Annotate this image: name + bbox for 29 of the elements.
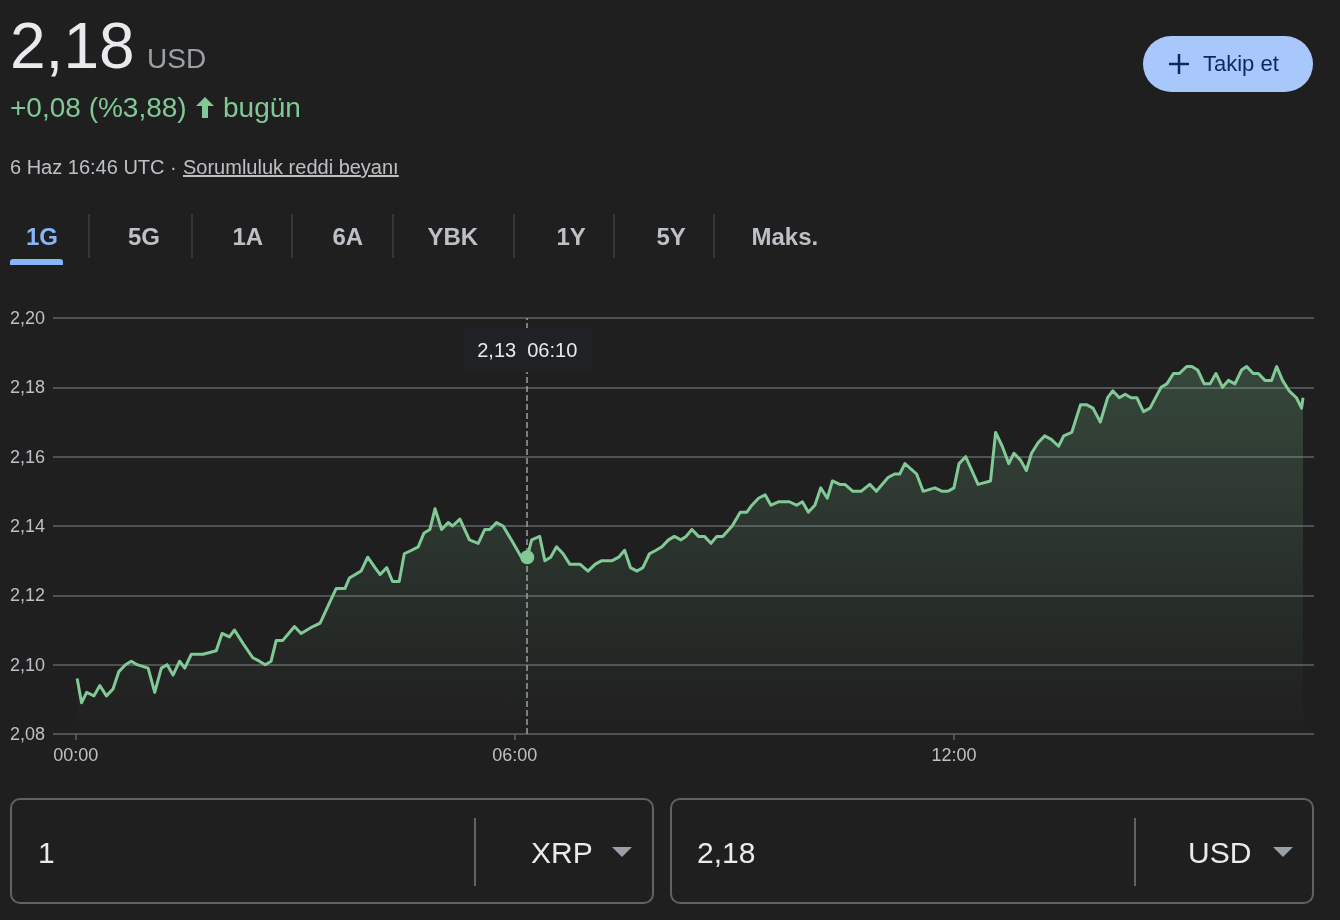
y-tick-label: 2,14 <box>10 516 46 536</box>
text: 1G <box>26 223 59 250</box>
text: Takip et <box>1203 51 1279 76</box>
x-tick-label: 06:00 <box>492 745 538 765</box>
text: Maks. <box>751 223 819 250</box>
y-tick-label: 2,12 <box>10 585 46 606</box>
text: bugün <box>223 92 301 123</box>
text: YBK <box>427 223 479 250</box>
text: 6 Haz 16:46 UTC · <box>10 156 177 178</box>
text: 5G <box>128 223 161 250</box>
chart-subtitle: USD <box>147 43 207 74</box>
text: +0,08 (%3,88) <box>10 92 187 123</box>
text: 1 <box>38 836 55 869</box>
text: Sorumluluk reddi beyanı <box>183 156 399 178</box>
x-tick-label: 12:00 <box>931 745 977 765</box>
text: 6A <box>332 223 364 250</box>
text: USD <box>1188 836 1252 869</box>
annotation: 2,13 06:10 <box>477 339 578 361</box>
text: 5Y <box>656 223 686 250</box>
x-tick-label: 00:00 <box>53 745 99 765</box>
text: XRP <box>531 836 593 869</box>
y-tick-label: 2,08 <box>10 724 46 744</box>
y-tick-label: 2,10 <box>10 654 46 675</box>
y-tick-label: 2,16 <box>10 446 46 467</box>
text: 1A <box>232 223 264 250</box>
text: 2,18 <box>697 836 756 869</box>
text: 1Y <box>556 223 586 250</box>
y-tick-label: 2,20 <box>10 308 46 328</box>
y-tick-label: 2,18 <box>10 377 46 398</box>
